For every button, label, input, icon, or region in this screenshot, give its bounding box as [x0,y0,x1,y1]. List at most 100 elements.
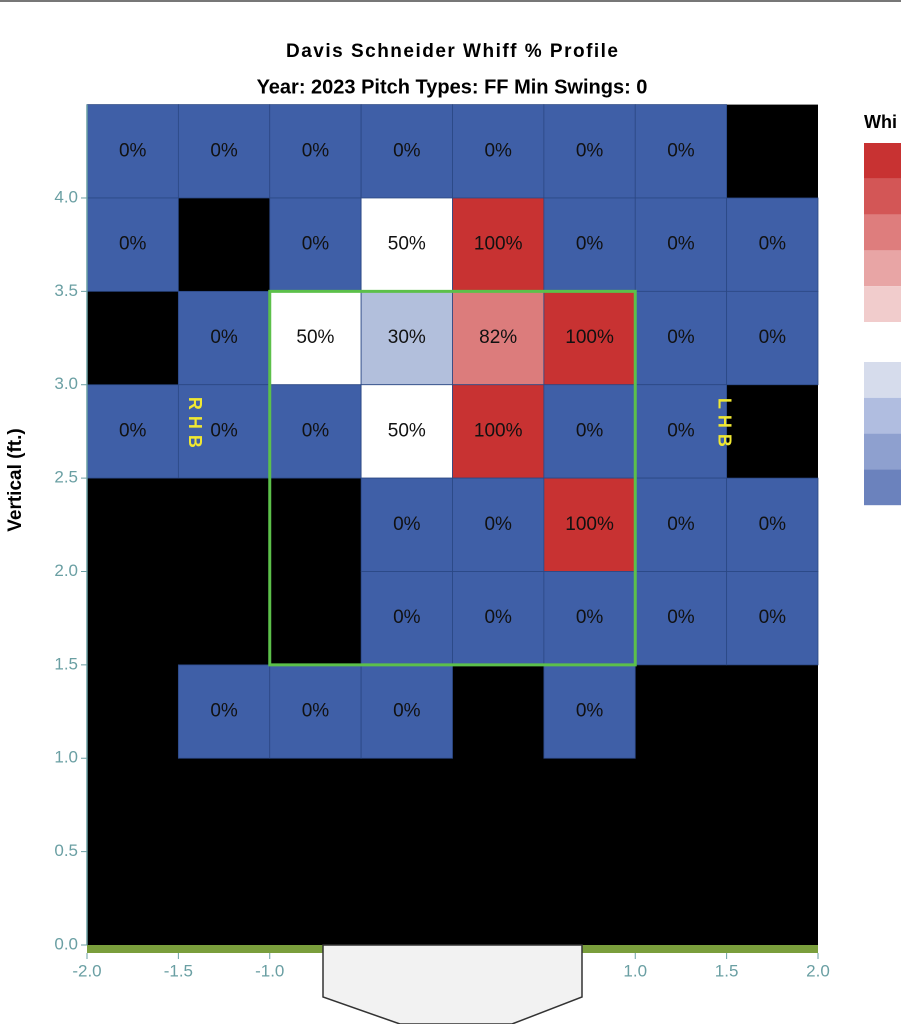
heatmap-cell [86,384,179,479]
chart-title: Davis Schneider Whiff % Profile [286,41,618,62]
y-tick-label: 0.0 [54,934,78,953]
cell-label: 0% [210,140,238,161]
x-tick-label: 1.0 [623,961,647,980]
heatmap-cell [634,384,728,479]
y-tick-label: 2.0 [54,561,78,580]
cell-label: 0% [119,420,147,441]
heatmap-cell [360,104,453,199]
cell-label: 0% [393,140,421,161]
heatmap-cell [543,571,636,666]
heatmap-cell [634,477,728,572]
heatmap-cell [543,197,636,292]
cell-label: 100% [474,420,523,441]
cell-label: 100% [565,514,614,535]
cell-label: 0% [302,701,330,722]
heatmap-cell [543,664,636,759]
heatmap-cell [726,197,819,292]
y-tick-label: 0.5 [54,841,78,860]
heatmap-cell [452,384,545,479]
heatmap-cell [360,664,453,759]
cell-label: 50% [388,234,426,255]
cell-label: 0% [484,140,512,161]
cell-label: 0% [576,701,604,722]
heatmap-cell [177,104,271,199]
heatmap-cell [452,197,545,292]
legend-swatch [864,286,901,322]
cell-label: 100% [565,327,614,348]
legend-swatch [864,433,901,470]
cell-label: 50% [296,327,334,348]
legend-swatch [864,143,901,179]
cell-label: 0% [393,607,421,628]
cell-label: 0% [302,420,330,441]
cell-label: 0% [759,607,787,628]
cell-label: 0% [759,327,787,348]
heatmap-cell [452,104,545,199]
heatmap-cell [452,290,545,386]
legend-swatch [864,469,901,506]
y-axis-label: Vertical (ft.) [5,428,26,531]
heatmap-cell [269,664,362,759]
legend-swatch [864,397,901,434]
legend-swatch [864,250,901,287]
legend-title: Whi [864,112,897,132]
y-tick-label: 1.5 [54,654,78,673]
x-tick-label: -1.0 [255,961,284,980]
y-tick-label: 2.5 [54,468,78,487]
x-tick-label: -1.5 [164,961,193,980]
cell-label: 0% [484,514,512,535]
heatmap-cell [360,384,453,479]
cell-label: 0% [576,420,604,441]
cell-label: 0% [667,607,695,628]
heatmap-cell [634,104,728,199]
heatmap-cell [726,571,819,666]
batter-side-label: RHB [185,397,205,454]
x-tick-label: 2.0 [806,961,830,980]
cell-label: 0% [302,234,330,255]
cell-label: 0% [667,514,695,535]
heatmap-cell [269,384,362,479]
cell-label: 0% [576,234,604,255]
cell-label: 0% [759,234,787,255]
heatmap-cell [269,104,362,199]
strike-zone [268,289,637,667]
legend-swatch [864,178,901,215]
cell-label: 0% [667,327,695,348]
heatmap-cell [726,290,819,386]
heatmap-cell [543,104,636,199]
heatmap-cell [360,571,453,666]
legend-swatch [864,362,901,398]
heatmap-cell [452,571,545,666]
cell-label: 0% [576,607,604,628]
cell-label: 0% [667,234,695,255]
heatmap-cell [86,197,179,292]
cell-label: 0% [576,140,604,161]
heatmap-cell [543,384,636,479]
heatmap-cell [86,104,179,199]
heatmap-cell [726,477,819,572]
batter-side-label: LHB [715,398,735,453]
home-plate [322,944,583,1024]
heatmap-cell [360,477,453,572]
cell-label: 0% [393,701,421,722]
heatmap-cell [269,197,362,292]
x-tick-label: -2.0 [72,961,101,980]
y-tick-label: 3.0 [54,374,78,393]
chart-subtitle: Year: 2023 Pitch Types: FF Min Swings: 0 [257,76,648,98]
cell-label: 0% [667,420,695,441]
cell-label: 0% [667,140,695,161]
heatmap-cell [634,290,728,386]
legend-swatch [864,214,901,251]
heatmap-cell [177,384,271,479]
heatmap-cell [543,290,636,386]
cell-label: 100% [474,234,523,255]
cell-label: 0% [393,514,421,535]
cell-label: 30% [388,327,426,348]
heatmap-cell [360,197,453,292]
y-tick-label: 3.5 [54,281,78,300]
heatmap-cell [269,290,362,386]
x-tick-label: 1.5 [715,961,739,980]
cell-label: 0% [302,140,330,161]
y-tick-label: 4.0 [54,187,78,206]
